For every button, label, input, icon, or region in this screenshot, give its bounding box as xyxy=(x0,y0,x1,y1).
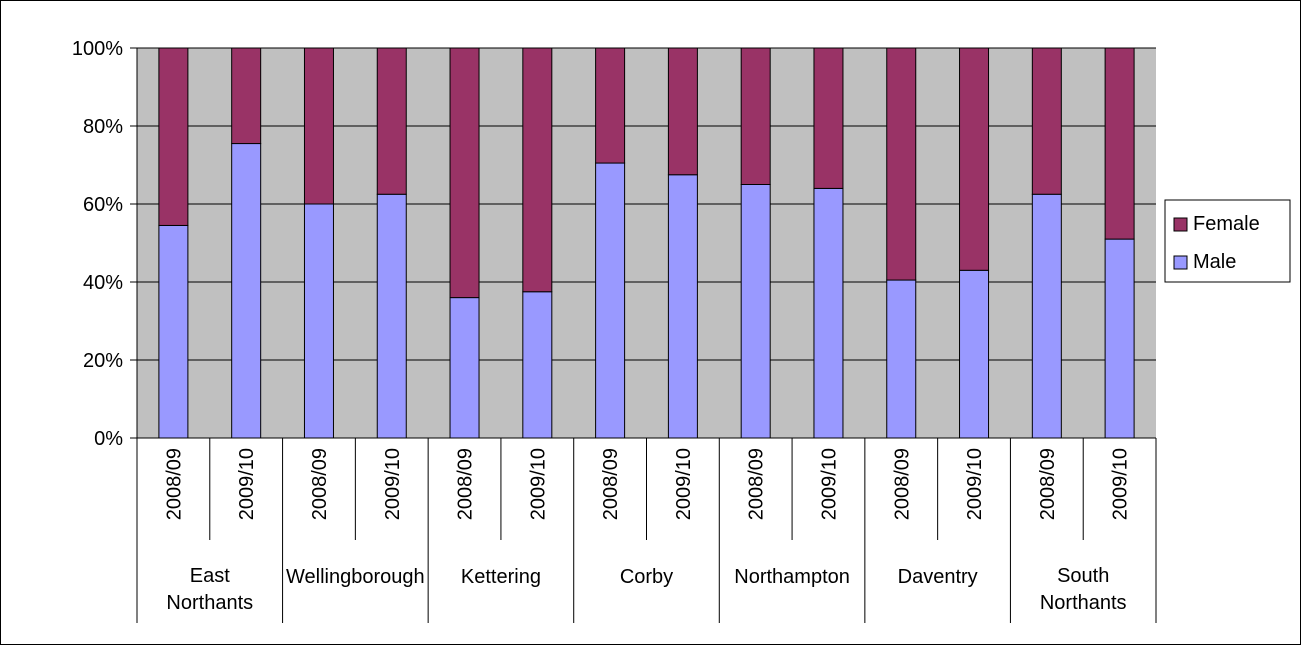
bar-female xyxy=(740,47,771,185)
bar-male xyxy=(740,184,771,439)
bar-male xyxy=(667,174,698,439)
bar-female xyxy=(449,47,480,299)
plot-background xyxy=(137,48,1156,438)
y-tick-label: 100% xyxy=(72,38,123,60)
x-group-label: South xyxy=(1057,565,1109,587)
x-category-label: 2008/09 xyxy=(891,448,913,520)
bar-female xyxy=(886,47,917,281)
bar-male xyxy=(1031,193,1062,439)
x-group-label: East xyxy=(190,565,230,587)
bar-female xyxy=(813,47,844,189)
x-group-label: Kettering xyxy=(461,566,541,588)
bar-male xyxy=(813,187,844,439)
x-group-label: Northampton xyxy=(734,566,850,588)
x-category-label: 2009/10 xyxy=(1110,448,1132,520)
x-group-label: Northants xyxy=(166,592,253,614)
bar-male xyxy=(595,162,626,439)
y-tick-label: 80% xyxy=(83,116,123,138)
bars xyxy=(158,47,1135,439)
legend-label-male: Male xyxy=(1193,251,1236,273)
x-category-label: 2008/09 xyxy=(1037,448,1059,520)
x-group-label: Corby xyxy=(620,566,673,588)
x-category-label: 2008/09 xyxy=(455,448,477,520)
bar-male xyxy=(158,224,189,439)
bar-female xyxy=(1104,47,1135,240)
y-tick-label: 0% xyxy=(94,428,123,450)
bar-male xyxy=(1104,238,1135,439)
bar-female xyxy=(959,47,990,271)
bar-female xyxy=(376,47,407,195)
y-tick-label: 60% xyxy=(83,194,123,216)
y-tick-label: 40% xyxy=(83,272,123,294)
x-group-label: Wellingborough xyxy=(286,566,425,588)
x-group-label: Daventry xyxy=(898,566,978,588)
bar-male xyxy=(522,291,553,439)
bar-female xyxy=(303,47,334,205)
x-category-label: 2009/10 xyxy=(382,448,404,520)
x-category-label: 2009/10 xyxy=(673,448,695,520)
bar-female xyxy=(522,47,553,293)
legend-swatch-male xyxy=(1173,255,1188,270)
x-category-label: 2008/09 xyxy=(163,448,185,520)
x-category-label: 2009/10 xyxy=(818,448,840,520)
bar-male xyxy=(886,279,917,439)
bar-male xyxy=(449,297,480,439)
legend-label-female: Female xyxy=(1193,213,1260,235)
x-category-label: 2008/09 xyxy=(600,448,622,520)
legend: Female Male xyxy=(1164,199,1291,283)
plot-area xyxy=(137,48,1156,438)
x-category-label: 2008/09 xyxy=(746,448,768,520)
legend-swatch-female xyxy=(1173,217,1188,232)
x-group-label: Northants xyxy=(1040,592,1127,614)
axes: 0% 20% 40% 60% 80% 100% 2008/09 2009/10 2008/09 2… xyxy=(72,38,1157,623)
x-category-label: 2009/10 xyxy=(964,448,986,520)
y-tick-label: 20% xyxy=(83,350,123,372)
bar-female xyxy=(595,47,626,164)
x-category-label: 2008/09 xyxy=(309,448,331,520)
x-category-label: 2009/10 xyxy=(527,448,549,520)
bar-male xyxy=(376,193,407,439)
bar-female xyxy=(158,47,189,226)
x-category-label: 2009/10 xyxy=(236,448,258,520)
bar-female xyxy=(231,47,262,145)
bar-female xyxy=(667,47,698,176)
bar-female xyxy=(1031,47,1062,195)
bar-male xyxy=(303,203,334,439)
bar-male xyxy=(231,143,262,439)
bar-male xyxy=(959,269,990,439)
